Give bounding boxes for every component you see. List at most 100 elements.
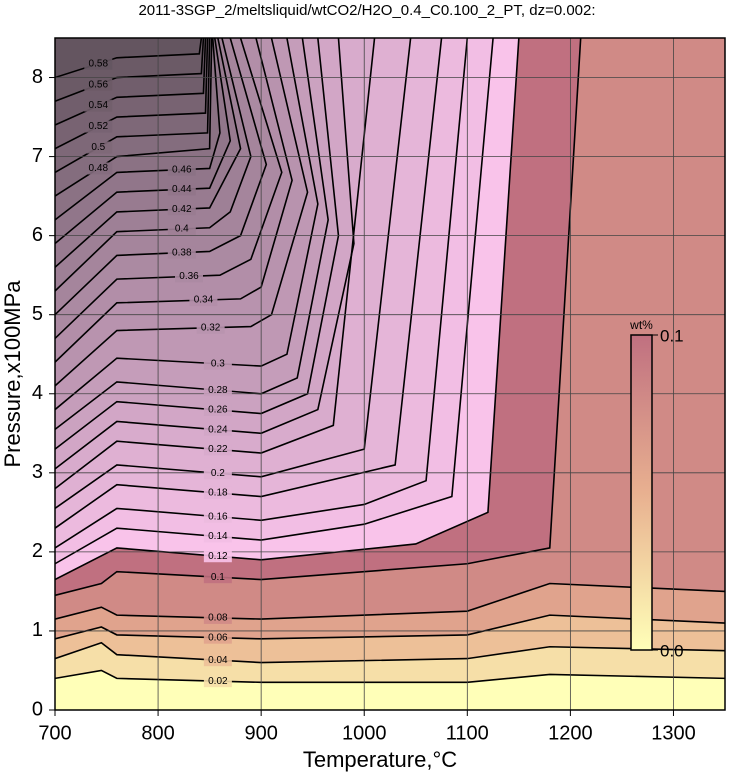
contour-line bbox=[55, 38, 232, 245]
contour-label-box bbox=[203, 611, 232, 624]
contour-label-box bbox=[203, 384, 232, 397]
chart-title: 2011-3SGP_2/meltsliquid/wtCO2/H2O_0.4_C0… bbox=[138, 2, 595, 19]
x-tick-label: 1300 bbox=[651, 722, 696, 744]
contour-label: 0.14 bbox=[208, 531, 228, 542]
contour-label: 0.58 bbox=[89, 58, 109, 69]
contour-label: 0.06 bbox=[208, 632, 228, 643]
contour-fill bbox=[55, 38, 202, 78]
x-tick-label: 800 bbox=[141, 722, 174, 744]
contour-label-box bbox=[167, 246, 196, 259]
contour-label-box bbox=[84, 78, 113, 91]
contour-line bbox=[55, 38, 355, 470]
y-tick-label: 8 bbox=[32, 66, 43, 88]
contour-label-box bbox=[203, 631, 232, 644]
colorbar bbox=[630, 334, 653, 651]
contour-line bbox=[55, 38, 221, 221]
contour-label-box bbox=[196, 321, 225, 334]
colorbar-tick-label: 0.1 bbox=[660, 326, 684, 345]
contour-label: 0.12 bbox=[208, 551, 228, 562]
contour-label-box bbox=[203, 443, 232, 456]
contour-label-box bbox=[203, 654, 232, 667]
contour-label: 0.38 bbox=[172, 247, 192, 258]
y-axis-label: Pressure,x100MPa bbox=[0, 280, 25, 468]
contour-label: 0.36 bbox=[179, 271, 199, 282]
contour-label: 0.1 bbox=[211, 572, 225, 583]
contour-line bbox=[55, 38, 319, 411]
contour-line bbox=[55, 38, 209, 150]
plot-frame bbox=[54, 37, 726, 711]
contour-line bbox=[55, 38, 268, 316]
contour-label: 0.52 bbox=[89, 121, 109, 132]
x-axis-label: Temperature,°C bbox=[303, 747, 457, 772]
contour-line bbox=[55, 38, 494, 565]
contour-label: 0.54 bbox=[89, 100, 109, 111]
contour-label: 0.22 bbox=[208, 444, 228, 455]
contour-label-box bbox=[203, 423, 232, 436]
contour-line bbox=[55, 38, 252, 292]
y-tick-label: 0 bbox=[32, 698, 43, 720]
contour-label: 0.08 bbox=[208, 613, 228, 624]
contour-label: 0.34 bbox=[194, 295, 214, 306]
contour-label: 0.5 bbox=[91, 142, 105, 153]
contour-label: 0.46 bbox=[172, 164, 192, 175]
contour-label-box bbox=[203, 571, 232, 584]
contour-line bbox=[55, 38, 340, 450]
contour-label-box bbox=[84, 120, 113, 133]
contour-label: 0.16 bbox=[208, 511, 228, 522]
plot-area: 0.02 0.04 0.06 0.08 0.1 0.12 0.14 0.16 0.18 0.2 0.… bbox=[55, 38, 725, 710]
contour-label-box bbox=[189, 294, 218, 307]
contour-label: 0.2 bbox=[211, 468, 225, 479]
contour-line bbox=[55, 38, 213, 197]
contour-label: 0.56 bbox=[89, 79, 109, 90]
contour-label-box bbox=[167, 163, 196, 176]
contour-label: 0.04 bbox=[208, 655, 228, 666]
contour-label-box bbox=[84, 141, 113, 154]
x-tick-label: 900 bbox=[244, 722, 277, 744]
contour-label: 0.32 bbox=[201, 322, 221, 333]
contour-label: 0.28 bbox=[208, 385, 228, 396]
contour-label-box bbox=[84, 99, 113, 112]
contour-label-box bbox=[203, 467, 232, 480]
contour-label-box bbox=[167, 203, 196, 216]
y-tick-label: 5 bbox=[32, 303, 43, 325]
colorbar-label: wt% bbox=[629, 318, 653, 332]
contour-label-box bbox=[203, 357, 232, 370]
y-tick-label: 4 bbox=[32, 382, 43, 404]
y-tick-label: 6 bbox=[32, 224, 43, 246]
contour-label-box bbox=[203, 550, 232, 563]
contour-label-box bbox=[167, 183, 196, 196]
colorbar-tick-label: 0.0 bbox=[660, 641, 684, 660]
contour-line bbox=[55, 38, 469, 549]
x-tick-label: 1100 bbox=[446, 722, 489, 744]
contour-label: 0.02 bbox=[208, 676, 228, 687]
contour-label: 0.3 bbox=[211, 358, 225, 369]
contour-label-box bbox=[167, 222, 196, 235]
contour-line bbox=[55, 38, 329, 430]
contour-line bbox=[55, 38, 283, 340]
x-tick-label: 1000 bbox=[342, 722, 387, 744]
contour-label-box bbox=[203, 510, 232, 523]
contour-label: 0.42 bbox=[172, 204, 192, 215]
contour-label-box bbox=[84, 162, 113, 175]
contour-label: 0.26 bbox=[208, 405, 228, 416]
contour-label-box bbox=[203, 486, 232, 499]
axes: 700 800 900 1000 1100 1200 1300012345678wt%0.0… bbox=[32, 37, 726, 744]
y-tick-label: 1 bbox=[32, 619, 43, 641]
y-tick-label: 3 bbox=[32, 461, 43, 483]
contour-label-box bbox=[203, 675, 232, 688]
contour-label: 0.18 bbox=[208, 488, 228, 499]
y-tick-label: 2 bbox=[32, 540, 43, 562]
contour-line bbox=[55, 38, 211, 174]
contour-line bbox=[55, 38, 242, 268]
contour-label-box bbox=[84, 57, 113, 70]
contour-label: 0.44 bbox=[172, 184, 192, 195]
contour-label: 0.48 bbox=[89, 163, 109, 174]
x-tick-label: 700 bbox=[38, 722, 71, 744]
x-tick-label: 1200 bbox=[548, 722, 593, 744]
contour-label: 0.24 bbox=[208, 424, 228, 435]
contour-label-box bbox=[203, 403, 232, 416]
contour-label-box bbox=[175, 270, 203, 283]
contour-label: 0.4 bbox=[175, 224, 189, 235]
contour-label-box bbox=[203, 530, 232, 543]
